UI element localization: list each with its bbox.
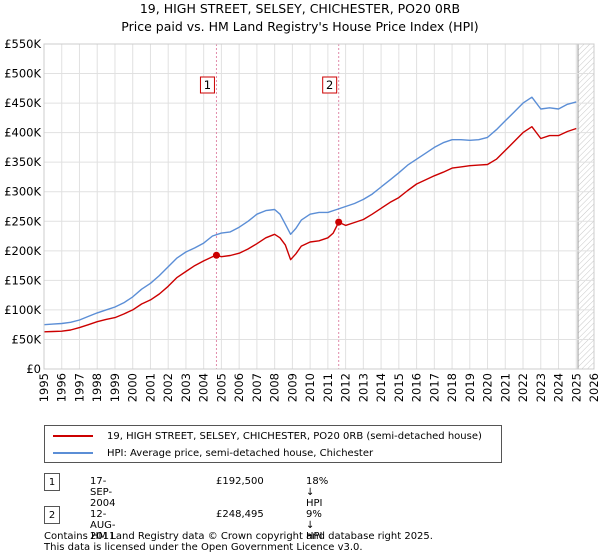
x-tick-label: 2001: [143, 373, 157, 402]
x-tick-label: 1999: [108, 373, 122, 402]
y-tick-label: £550K: [4, 37, 41, 51]
transaction-marker: 2: [44, 506, 60, 524]
footer-license: This data is licensed under the Open Gov…: [44, 542, 363, 553]
x-tick-label: 2005: [214, 373, 228, 402]
x-tick-label: 1997: [72, 373, 86, 402]
transaction-price: £248,495: [216, 509, 264, 520]
x-tick-label: 2012: [339, 373, 353, 402]
y-tick-label: £0: [26, 362, 41, 376]
x-tick-label: 2017: [427, 373, 441, 402]
chart-legend: 19, HIGH STREET, SELSEY, CHICHESTER, PO2…: [44, 425, 502, 463]
x-tick-label: 2007: [250, 373, 264, 402]
y-tick-label: £200K: [4, 244, 41, 258]
x-tick-label: 2002: [161, 373, 175, 402]
sale-marker-box: [199, 76, 215, 94]
sale-point: [212, 251, 220, 259]
legend-item-property: 19, HIGH STREET, SELSEY, CHICHESTER, PO2…: [53, 428, 482, 444]
x-tick-label: 2009: [285, 373, 299, 402]
x-tick-label: 2021: [498, 373, 512, 402]
price-chart: 19, HIGH STREET, SELSEY, CHICHESTER, PO2…: [4, 1, 600, 402]
legend-label-property: 19, HIGH STREET, SELSEY, CHICHESTER, PO2…: [107, 430, 482, 442]
x-tick-label: 2018: [445, 373, 459, 402]
chart-subtitle: Price paid vs. HM Land Registry's House …: [121, 19, 478, 34]
y-tick-label: £350K: [4, 155, 41, 169]
transaction-hpi-diff: 9% ↓ HPI: [306, 509, 323, 542]
sale-marker-box: [322, 76, 338, 94]
x-tick-label: 2014: [374, 373, 388, 402]
series-line-property: [44, 125, 577, 333]
x-tick-label: 2008: [268, 373, 282, 402]
sale-point: [335, 218, 343, 226]
sale-marker-label: 2: [326, 78, 333, 92]
y-tick-label: £400K: [4, 126, 41, 140]
chart-title: 19, HIGH STREET, SELSEY, CHICHESTER, PO2…: [140, 1, 460, 16]
x-tick-label: 2016: [410, 373, 424, 402]
footer-copyright: Contains HM Land Registry data © Crown c…: [44, 531, 433, 542]
series-line-hpi: [44, 96, 577, 326]
x-tick-label: 2004: [197, 373, 211, 402]
x-tick-label: 1998: [90, 373, 104, 402]
x-tick-label: 2013: [356, 373, 370, 402]
legend-swatch-property: [53, 435, 93, 437]
y-tick-label: £50K: [12, 332, 42, 346]
x-tick-label: 2011: [321, 373, 335, 402]
y-tick-label: £300K: [4, 185, 41, 199]
x-tick-label: 2020: [481, 373, 495, 402]
x-tick-label: 2024: [552, 373, 566, 402]
x-tick-label: 2000: [126, 373, 140, 402]
x-tick-label: 2025: [569, 373, 583, 402]
x-tick-label: 2019: [463, 373, 477, 402]
footer: Contains HM Land Registry data © Crown c…: [44, 531, 433, 553]
x-tick-label: 2026: [587, 373, 600, 402]
transaction-marker: 1: [44, 473, 60, 491]
transaction-date: 17-SEP-2004: [90, 476, 116, 509]
legend-swatch-hpi: [53, 452, 93, 454]
x-tick-label: 2015: [392, 373, 406, 402]
y-tick-label: £100K: [4, 303, 41, 317]
x-tick-label: 2006: [232, 373, 246, 402]
x-tick-label: 2022: [516, 373, 530, 402]
sale-marker-label: 1: [204, 78, 211, 92]
transaction-price: £192,500: [216, 476, 264, 487]
x-tick-label: 1996: [55, 373, 69, 402]
x-tick-label: 2023: [534, 373, 548, 402]
y-tick-label: £450K: [4, 96, 41, 110]
transaction-date: 12-AUG-2011: [90, 509, 116, 542]
x-tick-label: 2003: [179, 373, 193, 402]
plot-area: [44, 44, 594, 369]
y-tick-label: £150K: [4, 273, 41, 287]
y-tick-label: £500K: [4, 67, 41, 81]
transaction-hpi-diff: 18% ↓ HPI: [306, 476, 329, 509]
x-tick-label: 1995: [37, 373, 51, 402]
plot-frame: [43, 43, 595, 370]
legend-item-hpi: HPI: Average price, semi-detached house,…: [53, 445, 373, 461]
y-tick-label: £250K: [4, 214, 41, 228]
legend-label-hpi: HPI: Average price, semi-detached house,…: [107, 447, 374, 459]
forecast-region: [578, 44, 594, 369]
x-tick-label: 2010: [303, 373, 317, 402]
